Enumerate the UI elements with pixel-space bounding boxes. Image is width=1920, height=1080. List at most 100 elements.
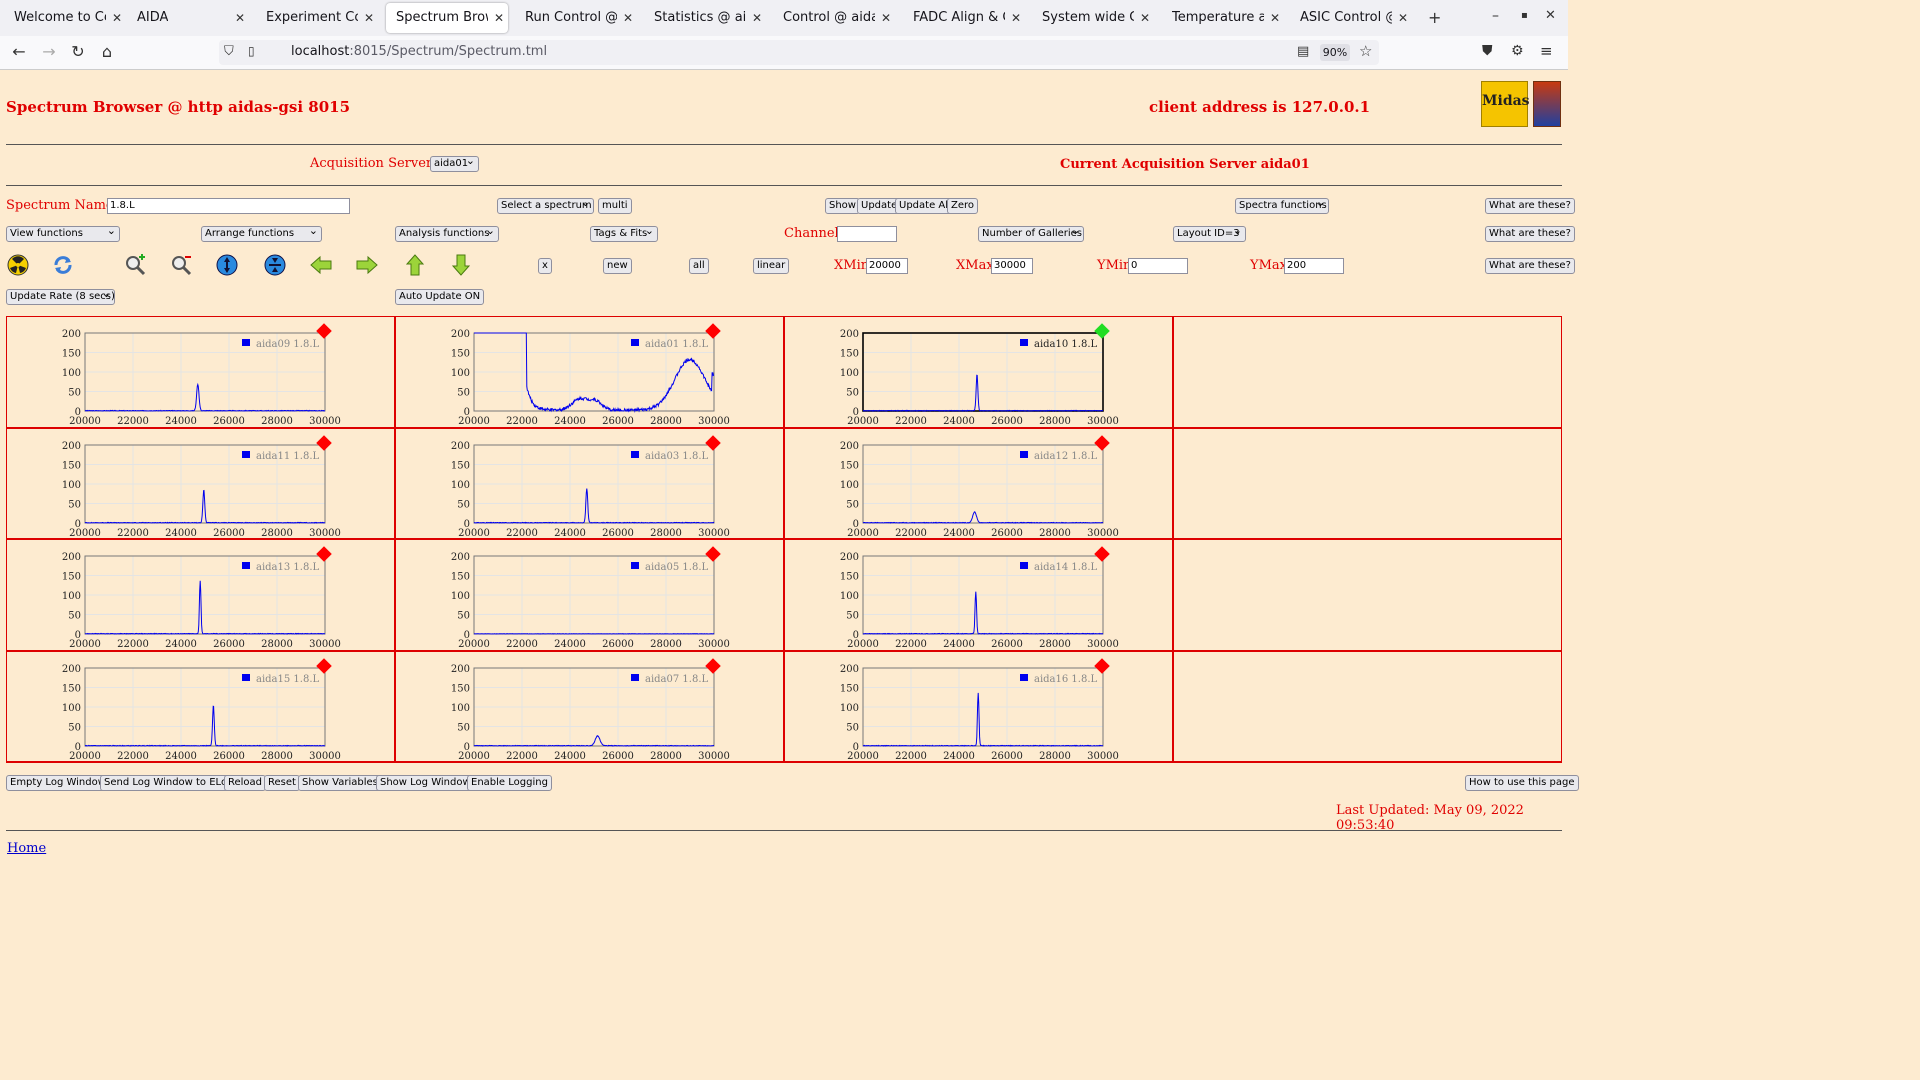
pocket-icon[interactable]: ⛊ bbox=[1482, 43, 1493, 59]
gallery-cell[interactable] bbox=[784, 316, 1173, 428]
x-button[interactable]: x bbox=[538, 258, 552, 274]
tags-fits-dropdown[interactable]: Tags & Fits bbox=[590, 224, 658, 242]
shield-icon[interactable]: ⛉ bbox=[224, 44, 234, 59]
forward-arrow-icon[interactable]: → bbox=[42, 42, 56, 61]
refresh-icon[interactable] bbox=[52, 254, 74, 276]
xmin-input[interactable]: 20000 bbox=[866, 258, 908, 274]
unselected-marker-icon[interactable] bbox=[1094, 657, 1110, 674]
unselected-marker-icon[interactable] bbox=[705, 546, 721, 562]
spectrum-name-input[interactable]: 1.8.L bbox=[107, 198, 350, 214]
reload-icon[interactable]: ↻ bbox=[71, 42, 85, 61]
url-bar[interactable] bbox=[219, 40, 1379, 65]
arrow-up-icon[interactable] bbox=[404, 254, 426, 276]
ymax-input[interactable]: 200 bbox=[1284, 258, 1344, 274]
close-tab-icon[interactable]: ✕ bbox=[880, 11, 891, 25]
footer-button-reload[interactable]: Reload bbox=[224, 775, 267, 791]
close-tab-icon[interactable]: ✕ bbox=[363, 11, 374, 25]
spectrum-chart[interactable]: 20000 22000 24000 26000 28000 30000 0 50 100 150 2… bbox=[784, 428, 1173, 540]
number-of-galleries-dropdown[interactable]: Number of Galleries bbox=[978, 224, 1084, 242]
gallery-cell[interactable] bbox=[784, 427, 1173, 539]
new-button[interactable]: new bbox=[603, 258, 632, 274]
unselected-marker-icon[interactable] bbox=[705, 323, 721, 339]
close-tab-icon[interactable]: ✕ bbox=[234, 11, 245, 25]
gallery-cell[interactable] bbox=[395, 539, 784, 651]
gallery-cell[interactable] bbox=[395, 316, 784, 428]
gallery-cell[interactable] bbox=[6, 316, 395, 428]
unselected-marker-icon[interactable] bbox=[1094, 434, 1110, 451]
arrange-functions-dropdown[interactable]: Arrange functions bbox=[201, 224, 322, 242]
footer-button-empty-log-window[interactable]: Empty Log Window bbox=[6, 775, 110, 791]
zoom-in-icon[interactable] bbox=[124, 254, 146, 276]
layout-dropdown[interactable]: Layout ID=3 bbox=[1173, 224, 1246, 242]
close-tab-icon[interactable]: ✕ bbox=[1269, 11, 1280, 25]
close-window-button[interactable]: ✕ bbox=[1545, 8, 1556, 23]
spectrum-chart[interactable]: 20000 22000 24000 26000 28000 30000 0 50 100 150 2… bbox=[784, 651, 1173, 763]
what-are-these-button[interactable]: What are these? bbox=[1485, 198, 1575, 214]
close-tab-icon[interactable]: ✕ bbox=[493, 11, 504, 25]
close-tab-icon[interactable]: ✕ bbox=[1139, 11, 1150, 25]
browser-tab[interactable]: FADC Align & Cont ✕ bbox=[903, 0, 1025, 36]
unselected-marker-icon[interactable] bbox=[316, 323, 332, 339]
footer-button-show-log-window[interactable]: Show Log Window bbox=[376, 775, 475, 791]
zero-button[interactable]: Zero bbox=[947, 198, 979, 214]
browser-tab[interactable]: System wide Check ✕ bbox=[1032, 0, 1154, 36]
browser-tab[interactable]: Statistics @ aidas-g ✕ bbox=[644, 0, 766, 36]
maximize-window-button[interactable]: ▪ bbox=[1521, 10, 1528, 21]
selected-marker-icon[interactable] bbox=[1094, 323, 1110, 339]
update-button[interactable]: Update bbox=[857, 198, 902, 214]
zoom-level[interactable]: 90% bbox=[1320, 44, 1350, 61]
radiation-icon[interactable] bbox=[7, 254, 29, 276]
gallery-cell[interactable] bbox=[6, 650, 395, 762]
unselected-marker-icon[interactable] bbox=[705, 657, 721, 674]
spectra-functions-dropdown[interactable]: Spectra functions bbox=[1235, 196, 1329, 214]
view-functions-dropdown[interactable]: View functions bbox=[6, 224, 120, 242]
gallery-cell[interactable] bbox=[784, 539, 1173, 651]
browser-tab[interactable]: Temperature and st ✕ bbox=[1162, 0, 1284, 36]
analysis-functions-dropdown[interactable]: Analysis functions bbox=[395, 224, 499, 242]
arrow-right-icon[interactable] bbox=[356, 254, 378, 276]
channel-input[interactable] bbox=[837, 226, 897, 242]
spectrum-chart[interactable]: 20000 22000 24000 26000 28000 30000 0 50 100 150 2… bbox=[395, 651, 784, 763]
what-are-these-button[interactable]: What are these? bbox=[1485, 226, 1575, 242]
spectrum-chart[interactable]: 20000 22000 24000 26000 28000 30000 0 50 100 150 2… bbox=[784, 316, 1173, 428]
gallery-cell[interactable] bbox=[6, 539, 395, 651]
all-button[interactable]: all bbox=[689, 258, 709, 274]
unselected-marker-icon[interactable] bbox=[316, 546, 332, 562]
browser-tab[interactable]: Run Control @ aida ✕ bbox=[515, 0, 637, 36]
auto-update-button[interactable]: Auto Update ON bbox=[395, 289, 485, 305]
browser-tab[interactable]: ASIC Control @ aida ✕ bbox=[1290, 0, 1412, 36]
close-tab-icon[interactable]: ✕ bbox=[111, 11, 122, 25]
reader-view-icon[interactable]: ▤ bbox=[1297, 44, 1310, 59]
browser-tab[interactable]: Experiment Control ✕ bbox=[256, 0, 378, 36]
footer-button-send-log-window-to-elog[interactable]: Send Log Window to ELog bbox=[100, 775, 238, 791]
arrow-down-icon[interactable] bbox=[450, 254, 472, 276]
back-arrow-icon[interactable]: ← bbox=[12, 42, 26, 61]
update-all-button[interactable]: Update All bbox=[895, 198, 955, 214]
unselected-marker-icon[interactable] bbox=[1094, 546, 1110, 562]
how-to-use-button[interactable]: How to use this page bbox=[1465, 775, 1579, 791]
extension-icon[interactable]: ⚙ bbox=[1511, 43, 1524, 59]
bookmark-star-icon[interactable]: ☆ bbox=[1359, 42, 1373, 60]
home-icon[interactable]: ⌂ bbox=[101, 42, 113, 61]
what-are-these-button[interactable]: What are these? bbox=[1485, 258, 1575, 274]
ymin-input[interactable]: 0 bbox=[1128, 258, 1188, 274]
spectrum-chart[interactable]: 20000 22000 24000 26000 28000 30000 0 50 100 150 2… bbox=[395, 539, 784, 651]
footer-button-show-variables[interactable]: Show Variables bbox=[298, 775, 382, 791]
browser-tab[interactable]: Spectrum Browser ✕ bbox=[386, 3, 508, 33]
spectrum-chart[interactable]: 20000 22000 24000 26000 28000 30000 0 50 100 150 2… bbox=[6, 316, 395, 428]
close-tab-icon[interactable]: ✕ bbox=[751, 11, 762, 25]
unselected-marker-icon[interactable] bbox=[316, 657, 332, 674]
menu-icon[interactable]: ≡ bbox=[1540, 42, 1553, 60]
browser-tab[interactable]: Control @ aidas-gsi ✕ bbox=[773, 0, 895, 36]
browser-tab[interactable]: Welcome to CentOS ✕ bbox=[4, 0, 126, 36]
close-tab-icon[interactable]: ✕ bbox=[1010, 11, 1021, 25]
gallery-cell[interactable] bbox=[395, 427, 784, 539]
home-link[interactable]: Home bbox=[7, 841, 47, 856]
page-info-icon[interactable]: ▯ bbox=[248, 44, 255, 58]
new-tab-button[interactable]: + bbox=[1428, 8, 1442, 27]
expand-vertical-icon[interactable] bbox=[216, 254, 238, 276]
spectrum-chart[interactable]: 20000 22000 24000 26000 28000 30000 0 50 100 150 2… bbox=[6, 651, 395, 763]
gallery-cell[interactable] bbox=[6, 427, 395, 539]
minimize-window-button[interactable]: – bbox=[1492, 8, 1499, 24]
linear-button[interactable]: linear bbox=[753, 258, 790, 274]
